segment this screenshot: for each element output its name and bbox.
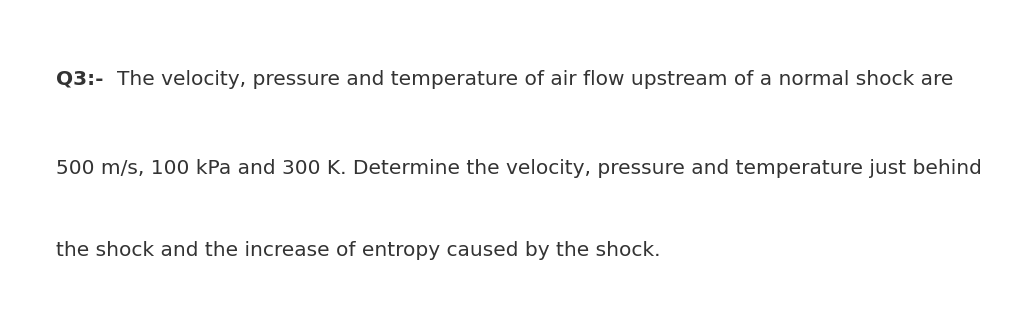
Text: Q3:-: Q3:- [56,70,104,89]
Text: The velocity, pressure and temperature of air flow upstream of a normal shock ar: The velocity, pressure and temperature o… [117,70,953,89]
Text: the shock and the increase of entropy caused by the shock.: the shock and the increase of entropy ca… [56,241,660,260]
Text: 500 m/s, 100 kPa and 300 K. Determine the velocity, pressure and temperature jus: 500 m/s, 100 kPa and 300 K. Determine th… [56,158,981,178]
